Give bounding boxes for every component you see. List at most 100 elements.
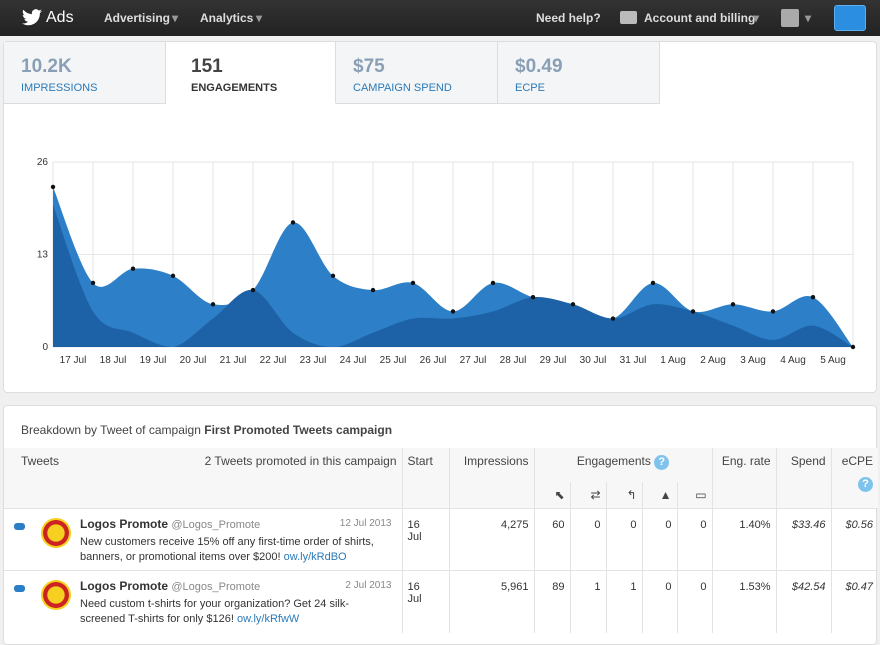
x-tick-label: 31 Jul: [620, 355, 647, 366]
point: [770, 309, 776, 314]
breakdown-title: Breakdown by Tweet of campaign First Pro…: [21, 423, 392, 437]
nav-item[interactable]: Advertising: [104, 11, 171, 25]
x-tick-label: 5 Aug: [820, 355, 846, 366]
point: [170, 273, 176, 279]
y-tick-label: 26: [37, 157, 49, 168]
twitter-logo: [22, 9, 42, 26]
click-icon: ⬉: [533, 482, 570, 509]
col-header: eCPE: [841, 454, 874, 468]
point: [490, 280, 496, 286]
tweet-head: Logos Promote @Logos_Promote 12 Jul 2013: [80, 517, 392, 531]
brand[interactable]: Ads: [46, 9, 74, 26]
tab-value: 151: [191, 56, 223, 77]
point: [50, 184, 56, 190]
tweet-link[interactable]: ow.ly/kRdBO: [283, 551, 347, 563]
tab[interactable]: $0.49 ECPE: [498, 42, 660, 104]
point: [530, 294, 536, 300]
table-cell: 0: [676, 508, 713, 571]
nav-item[interactable]: Analytics: [200, 11, 254, 25]
point: [690, 309, 696, 314]
col-header: 2 Tweets promoted in this campaign: [174, 448, 402, 482]
table-cell: 16 Jul: [401, 570, 449, 633]
breakdown-panel: Breakdown by Tweet of campaign First Pro…: [3, 405, 879, 645]
tab[interactable]: 151 ENGAGEMENTS: [174, 42, 336, 104]
x-tick-label: 22 Jul: [260, 355, 287, 366]
tweet-date: 2 Jul 2013: [345, 580, 392, 591]
x-tick-label: 30 Jul: [580, 355, 607, 366]
briefcase-icon: [620, 11, 637, 24]
table-cell: 1: [605, 570, 642, 633]
point: [450, 309, 456, 314]
retweet-icon: ⇄: [569, 482, 606, 509]
help-icon[interactable]: ?: [858, 477, 874, 492]
point: [90, 280, 96, 286]
table-cell: $33.46: [775, 508, 832, 571]
tab-label: IMPRESSIONS: [21, 82, 98, 94]
point: [850, 344, 856, 350]
point: [370, 287, 376, 293]
help-icon[interactable]: ?: [654, 455, 670, 470]
tweet-text-wrap: Need custom t-shirts for your organizati…: [80, 597, 392, 627]
x-tick-label: 17 Jul: [60, 355, 87, 366]
table-cell: 5,961: [448, 570, 534, 633]
tab[interactable]: $75 CAMPAIGN SPEND: [336, 42, 498, 104]
avatar: [41, 580, 71, 610]
point: [130, 266, 136, 271]
table-cell: 0: [569, 508, 606, 571]
breakdown-prefix: Breakdown by Tweet of campaign: [21, 423, 201, 437]
tab-value: $0.49: [515, 56, 563, 77]
col-header: Engagements: [576, 454, 651, 468]
tab-value: 10.2K: [21, 56, 72, 77]
point: [810, 294, 816, 300]
x-tick-label: 21 Jul: [220, 355, 247, 366]
reply-icon: ↰: [605, 482, 642, 509]
table-cell: 1: [569, 570, 606, 633]
x-tick-label: 20 Jul: [180, 355, 207, 366]
tweet-cell: Logos Promote @Logos_Promote 2 Jul 2013 Ne…: [4, 570, 402, 633]
tweet-link[interactable]: ow.ly/kRfwW: [236, 613, 300, 625]
x-tick-label: 23 Jul: [300, 355, 327, 366]
point: [410, 280, 416, 286]
account-menu[interactable]: Account and billing: [644, 11, 756, 25]
point: [610, 316, 616, 321]
chart: 0 13 26 17 Jul 18 Jul 19 Jul 20 Jul 21 Jul 22 Ju…: [37, 157, 856, 366]
x-tick-label: 28 Jul: [500, 355, 527, 366]
table-cell: $0.56: [830, 508, 879, 571]
tweets-table: Tweets 2 Tweets promoted in this campaig…: [4, 448, 879, 633]
col-header: Tweets: [4, 448, 174, 482]
y-tick-label: 13: [37, 250, 49, 261]
help-link[interactable]: Need help?: [536, 11, 601, 25]
tab-label: ENGAGEMENTS: [191, 82, 278, 94]
col-header: Start: [401, 448, 449, 509]
table-cell: 0: [676, 570, 713, 633]
tweet-text: Need custom t-shirts for your organizati…: [80, 598, 350, 625]
point: [570, 302, 576, 307]
tab-value: $75: [353, 56, 385, 77]
tweet-handle: @Logos_Promote: [171, 519, 261, 531]
table-cell: 0: [605, 508, 642, 571]
tweet-name: Logos Promote: [80, 579, 169, 593]
tab[interactable]: 10.2K IMPRESSIONS: [4, 42, 166, 104]
tab-label: ECPE: [515, 82, 545, 94]
user-icon[interactable]: [781, 9, 799, 27]
table-cell: 0: [641, 570, 677, 633]
x-tick-label: 29 Jul: [540, 355, 567, 366]
table-cell: $0.47: [830, 570, 879, 633]
status-pill: [14, 523, 25, 530]
tweet-row[interactable]: Logos Promote @Logos_Promote 12 Jul 2013 N…: [4, 508, 879, 571]
card-icon: ▭: [676, 482, 713, 509]
tweet-cell: Logos Promote @Logos_Promote 12 Jul 2013 N…: [4, 508, 402, 571]
status-pill: [14, 585, 25, 592]
col-header: Impressions: [448, 448, 534, 509]
stats-panel: 10.2K IMPRESSIONS 151 ENGAGEMENTS $75 CAMPA…: [3, 41, 877, 393]
tweet-text: New customers receive 15% off any first-…: [80, 536, 374, 563]
table-cell: 1.53%: [711, 570, 777, 633]
x-tick-label: 19 Jul: [140, 355, 167, 366]
compose-button[interactable]: [834, 5, 866, 31]
tweet-row[interactable]: Logos Promote @Logos_Promote 2 Jul 2013 Ne…: [4, 570, 879, 633]
x-tick-label: 25 Jul: [380, 355, 407, 366]
x-tick-label: 1 Aug: [660, 355, 686, 366]
table-cell: 60: [533, 508, 570, 571]
point: [730, 302, 736, 307]
